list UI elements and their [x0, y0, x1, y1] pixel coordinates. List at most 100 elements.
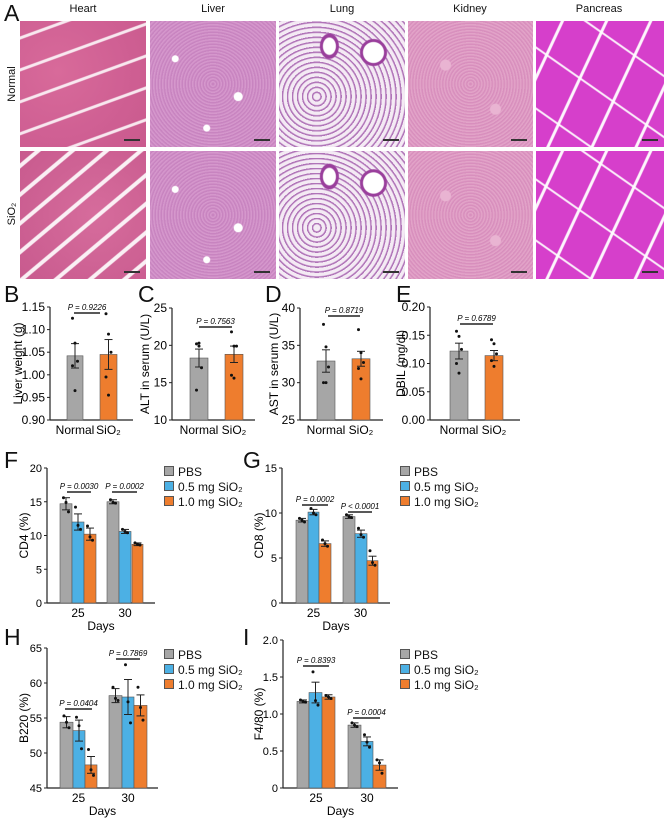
legend-swatch [400, 664, 410, 674]
data-point-d [359, 351, 363, 355]
y-tick-label-b: 1.05 [22, 345, 46, 359]
bar-g [342, 516, 356, 604]
data-point-g [362, 535, 365, 539]
data-point-e [460, 347, 463, 351]
legend-item: 0.5 mg SiO₂ [400, 663, 479, 678]
row-header-sio2: SiO₂ [6, 202, 18, 226]
p-value-g: P = 0.0002 [296, 495, 335, 504]
legend-swatch [400, 481, 410, 491]
y-axis-label-b: Liver weight (g) [11, 322, 25, 404]
data-point-i [380, 771, 384, 775]
data-point-c [195, 342, 198, 346]
data-point-g [373, 563, 377, 567]
y-axis-label-g: CD8 (%) [252, 512, 266, 558]
y-tick-label-f: 10 [30, 531, 42, 543]
p-value-f: P = 0.0002 [105, 482, 144, 491]
data-point-d [357, 366, 360, 370]
legend-item: 0.5 mg SiO₂ [164, 480, 243, 495]
legend-swatch [400, 649, 410, 659]
data-point-h [126, 700, 130, 704]
legend-swatch [164, 679, 174, 689]
data-point-g [357, 526, 360, 530]
data-point-i [350, 721, 354, 725]
data-point-c [230, 330, 233, 334]
bar-h [133, 705, 148, 789]
data-point-b [76, 359, 79, 363]
x-tick-label-e: Normal [440, 423, 479, 437]
data-point-f [67, 510, 70, 514]
bar-f [83, 533, 97, 604]
p-value-d: P = 0.8719 [325, 306, 364, 315]
bar-c [224, 353, 244, 421]
legend-swatch [164, 496, 174, 506]
bar-h [108, 695, 123, 789]
x-tick-label-c: SiO₂ [222, 423, 247, 437]
histology-heart-sio2 [20, 151, 146, 279]
data-point-i [311, 670, 315, 674]
data-point-g [359, 533, 363, 537]
bar-d [351, 358, 371, 421]
data-point-g [345, 513, 348, 517]
legend-label: PBS [414, 648, 439, 662]
data-point-i [353, 723, 356, 727]
legend-label: 1.0 mg SiO₂ [178, 678, 243, 692]
p-value-b: P = 0.9226 [68, 303, 107, 312]
legend-item: 1.0 mg SiO₂ [400, 495, 479, 510]
y-tick-label-f: 0 [36, 598, 42, 610]
bar-i [347, 724, 362, 789]
row-header-normal: Normal [6, 66, 18, 102]
data-point-e [492, 364, 496, 368]
legend-h: PBS 0.5 mg SiO₂ 1.0 mg SiO₂ [164, 648, 243, 693]
y-tick-label-i: 0.5 [263, 746, 278, 758]
histology-lung-normal [279, 21, 405, 147]
y-tick-label-c: 20 [154, 338, 168, 352]
y-tick-label-d: 40 [282, 301, 296, 315]
data-point-i [329, 696, 333, 700]
panel-letter-d: D [265, 281, 282, 307]
legend-item: 1.0 mg SiO₂ [164, 678, 243, 693]
data-point-e [457, 371, 461, 375]
data-point-g [309, 507, 313, 510]
data-point-h [65, 720, 68, 724]
data-point-b [107, 393, 110, 397]
panel-letter-a: A [4, 0, 20, 26]
legend-i: PBS 0.5 mg SiO₂ 1.0 mg SiO₂ [400, 648, 479, 693]
y-tick-label-d: 35 [282, 338, 296, 352]
data-point-h [141, 718, 145, 722]
data-point-i [299, 698, 302, 702]
data-point-f [86, 524, 89, 528]
column-header-heart: Heart [69, 3, 97, 15]
data-point-c [232, 376, 236, 380]
y-tick-label-c: 15 [154, 376, 168, 390]
legend-swatch [164, 664, 174, 674]
panel-letter-i: I [243, 624, 250, 650]
data-point-c [230, 373, 233, 377]
data-point-h [89, 768, 93, 772]
panel-letter-f: F [4, 447, 19, 473]
data-point-h [114, 696, 117, 700]
data-point-b [109, 350, 113, 354]
bar-i [372, 764, 387, 789]
p-value-i: P = 0.8393 [297, 656, 336, 665]
histology-pancreas-normal [536, 21, 664, 147]
data-point-i [363, 733, 366, 737]
y-tick-label-i: 1.5 [263, 672, 278, 684]
x-tick-label-d: Normal [307, 423, 346, 437]
data-point-h [124, 663, 127, 667]
y-tick-label-c: 10 [154, 413, 168, 427]
data-point-f [62, 496, 65, 500]
x-tick-label-h: 25 [72, 791, 86, 805]
data-point-c [195, 388, 198, 392]
y-tick-label-c: 25 [154, 301, 168, 315]
data-point-d [359, 377, 363, 381]
legend-label: PBS [414, 465, 439, 479]
data-point-e [490, 359, 493, 363]
data-point-d [357, 328, 360, 332]
data-point-h [111, 685, 115, 689]
data-point-c [232, 344, 236, 348]
legend-label: 0.5 mg SiO₂ [178, 480, 243, 494]
x-axis-label-i: Days [327, 804, 354, 818]
y-tick-label-g: 5 [271, 553, 277, 565]
y-tick-label-i: 0 [272, 783, 278, 795]
histology-kidney-sio2 [408, 151, 533, 279]
